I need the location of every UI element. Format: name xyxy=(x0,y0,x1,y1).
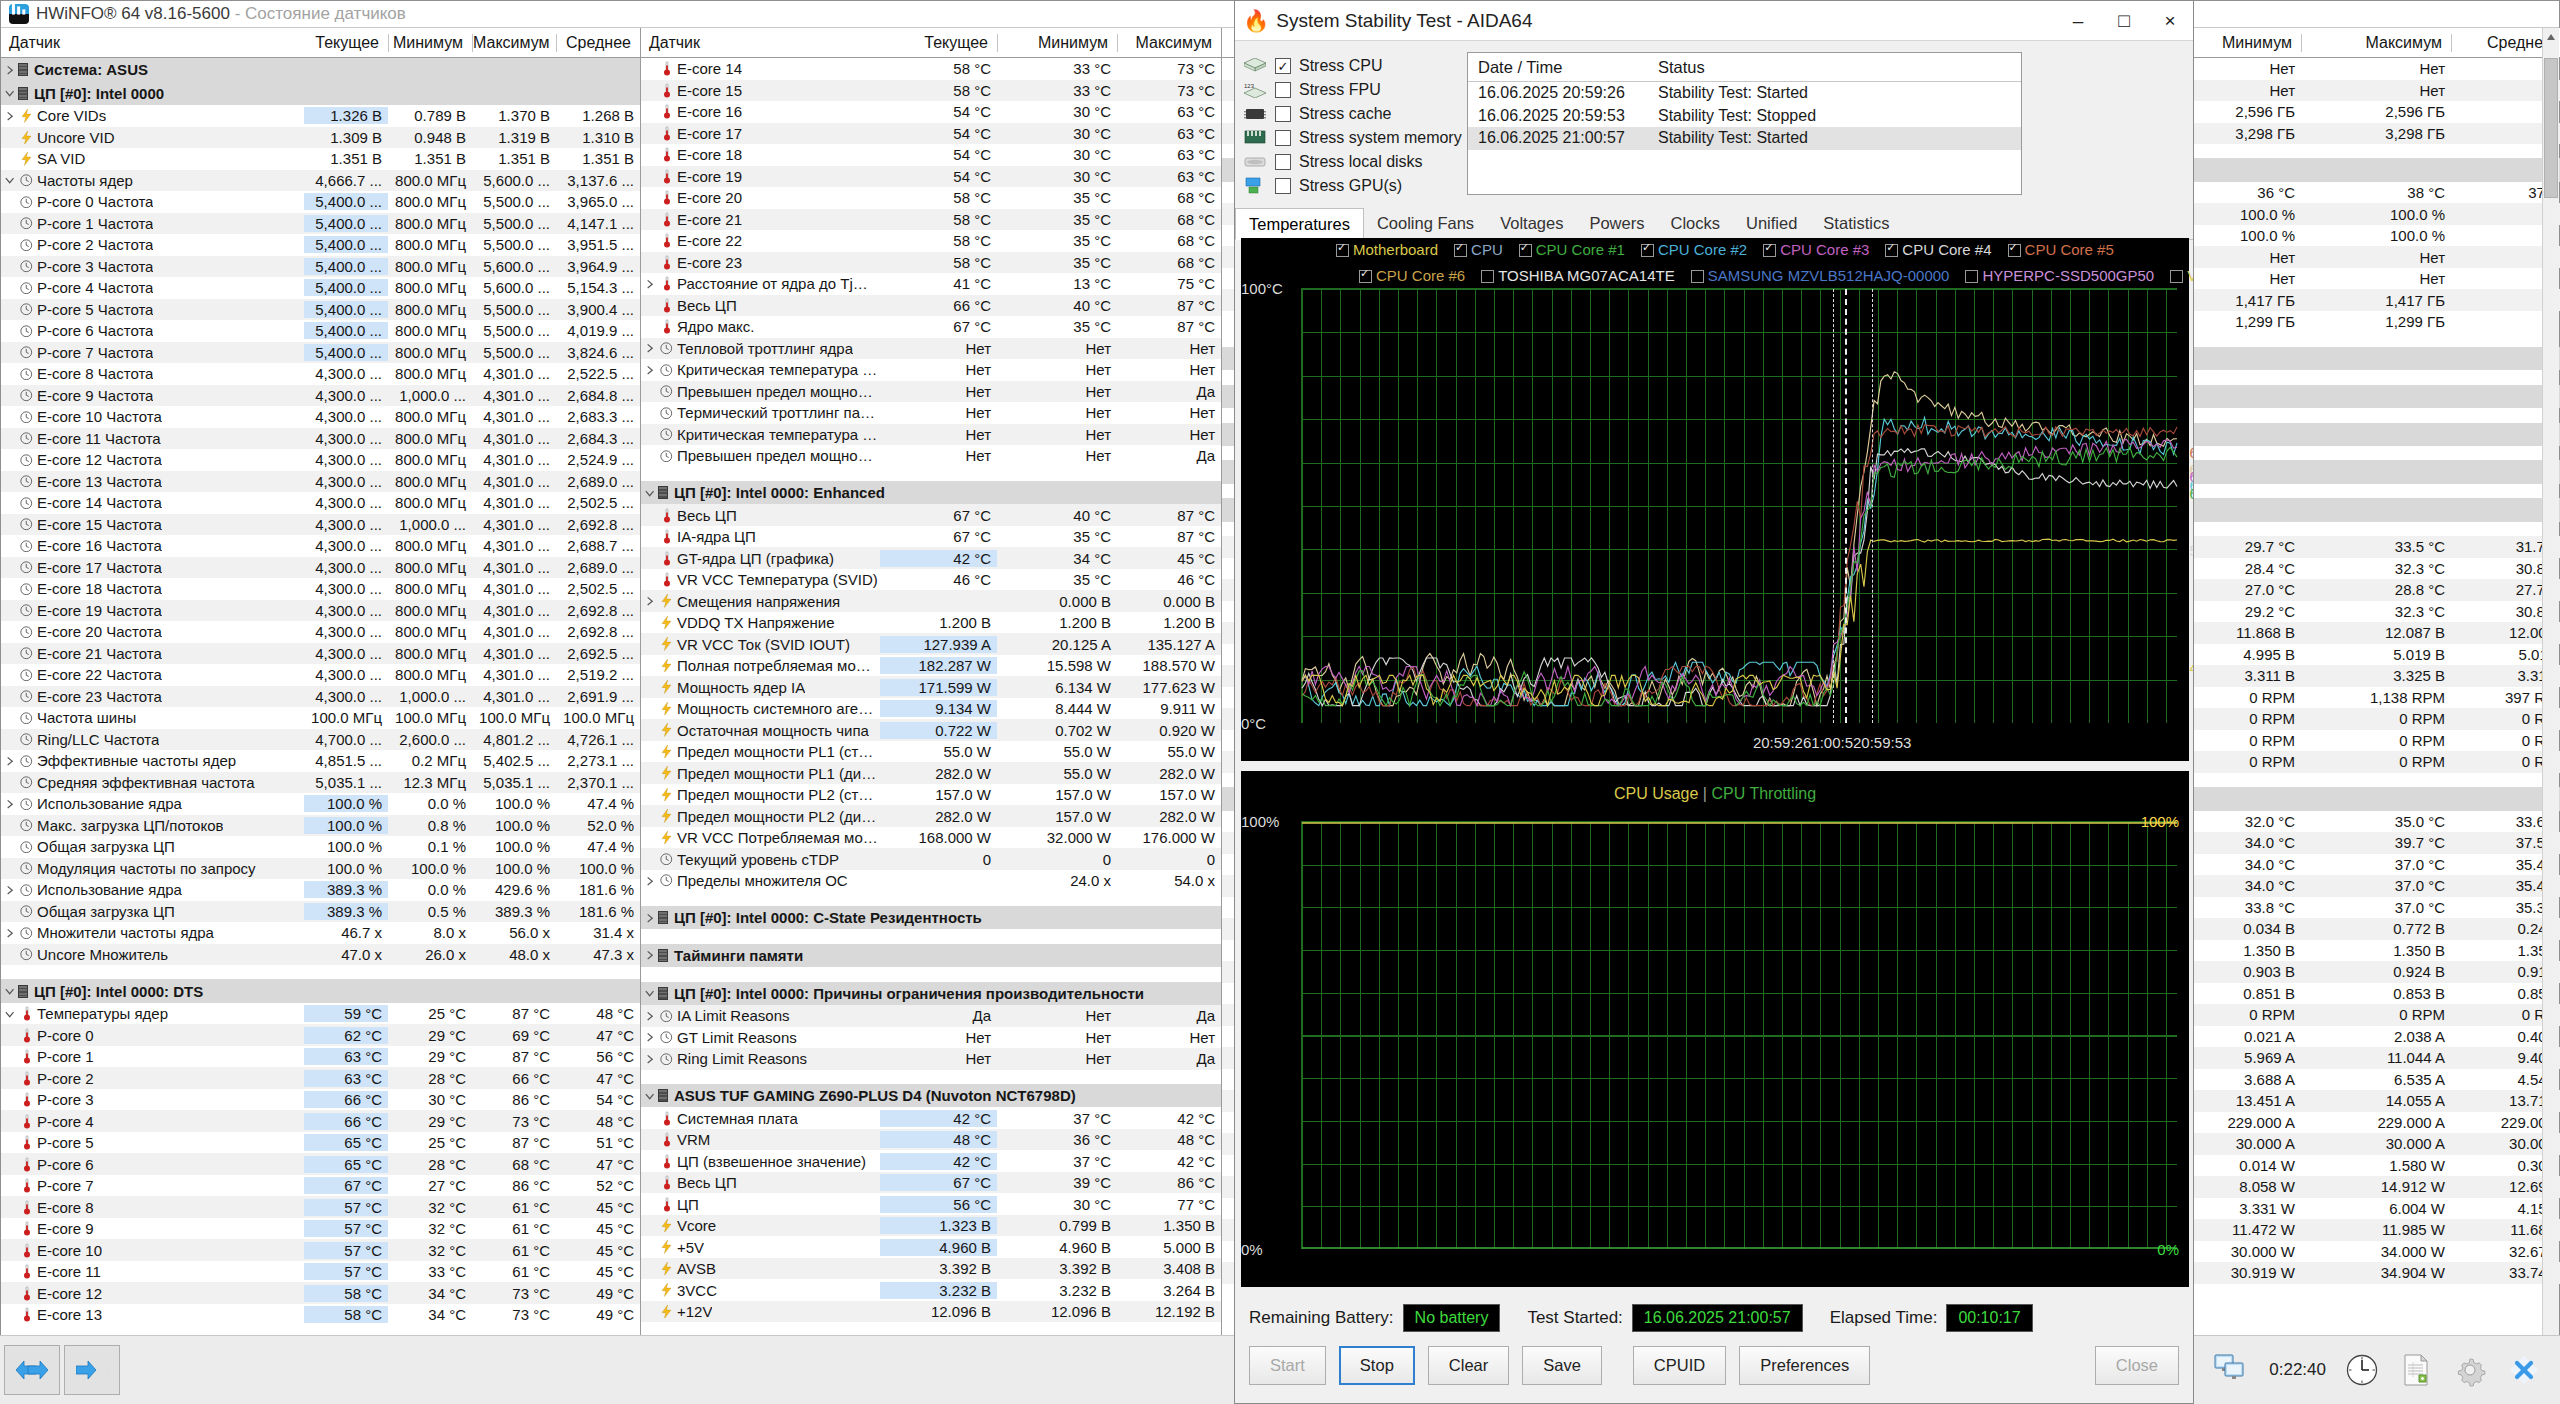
svg-text:123: 123 xyxy=(1244,83,1255,89)
